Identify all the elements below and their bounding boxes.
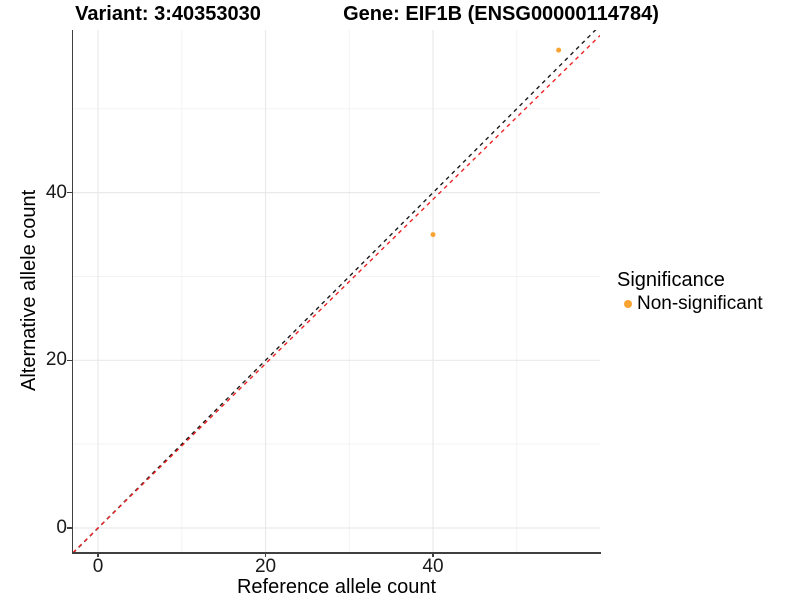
y-tick-label-20: 20 (45, 349, 67, 371)
y-tick-label-40: 40 (45, 181, 67, 203)
x-axis-line (71, 552, 601, 554)
y-tick-mark-20 (67, 359, 73, 362)
data-point-40-35 (430, 232, 436, 238)
y-tick-mark-0 (67, 527, 73, 529)
legend-items: Non-significant (617, 293, 763, 315)
x-tick-mark-20 (264, 552, 267, 557)
x-tick-label-0: 0 (92, 556, 104, 577)
reference-line-fit (73, 35, 600, 552)
y-tick-label-0: 0 (56, 517, 67, 539)
legend-item-label: Non-significant (637, 293, 763, 314)
x-axis-title: Reference allele count (236, 576, 436, 598)
x-tick-label-40: 40 (422, 556, 444, 577)
legend-title: Significance (617, 269, 725, 291)
plot-panel (73, 30, 600, 552)
plot-title-variant: Variant: 3:40353030 (75, 3, 261, 25)
reference-line-identity (73, 30, 597, 552)
plot-title-gene: Gene: EIF1B (ENSG00000114784) (343, 3, 659, 25)
scatter-plot-canvas (73, 30, 600, 552)
y-tick-mark-40 (67, 191, 73, 194)
legend-item-0: Non-significant (617, 293, 763, 315)
x-tick-mark-40 (432, 552, 434, 557)
legend: Significance Non-significant (617, 268, 763, 315)
x-tick-mark-0 (97, 552, 99, 557)
y-axis-line (71, 30, 73, 554)
data-point-55-57 (556, 47, 562, 53)
legend-marker-circle-icon (624, 300, 632, 308)
x-tick-label-20: 20 (254, 556, 277, 577)
